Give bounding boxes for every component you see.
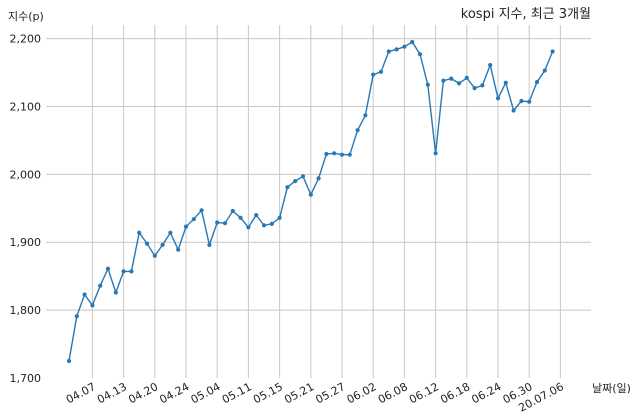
data-point [464, 75, 469, 80]
data-point [113, 290, 118, 295]
data-point [386, 49, 391, 54]
x-tick-label: 06.08 [376, 380, 410, 406]
data-point [371, 72, 376, 77]
kospi-series-points [66, 39, 555, 364]
data-point [410, 39, 415, 45]
y-tick-labels: 1,700 1,800 1,900 2,000 2,100 2,200 [10, 33, 42, 385]
data-point [160, 242, 165, 247]
data-point [495, 96, 501, 101]
data-point [441, 78, 446, 83]
data-point [503, 80, 508, 85]
x-tick-label: 05.27 [313, 380, 347, 406]
data-point [254, 213, 259, 218]
data-point [456, 81, 462, 86]
data-point [402, 44, 407, 49]
data-point [480, 83, 485, 88]
x-axis-label: 날짜(일) [592, 381, 631, 395]
x-tick-label: 05.21 [282, 380, 316, 406]
data-point [90, 303, 95, 308]
data-point [378, 69, 384, 74]
y-tick-label: 1,800 [10, 304, 42, 317]
data-point [472, 86, 477, 91]
data-point [433, 151, 438, 156]
data-point [355, 128, 360, 133]
data-point [105, 266, 111, 271]
data-point [207, 242, 212, 247]
data-point [176, 247, 181, 252]
data-point [332, 151, 337, 156]
data-point [339, 152, 345, 157]
data-point [347, 152, 352, 157]
x-grid [91, 25, 561, 378]
data-point [324, 151, 329, 157]
x-tick-label: 05.11 [220, 380, 254, 406]
data-point [66, 358, 72, 364]
data-point [425, 82, 430, 87]
data-point [542, 68, 547, 73]
x-tick-label: 06.18 [438, 380, 472, 406]
data-point [82, 292, 87, 297]
x-tick-label: 04.24 [157, 380, 191, 406]
x-tick-label: 04.20 [126, 380, 160, 406]
data-point [511, 108, 516, 113]
data-point [534, 79, 540, 85]
data-point [285, 185, 290, 190]
data-point [293, 179, 298, 184]
data-point [363, 113, 368, 118]
data-point [222, 221, 228, 226]
chart-title: kospi 지수, 최근 3개월 [461, 7, 591, 22]
data-point [144, 241, 150, 246]
data-point [488, 63, 493, 68]
data-point [308, 192, 313, 197]
data-point [300, 174, 306, 179]
data-point [238, 215, 243, 220]
y-tick-label: 2,200 [10, 33, 42, 46]
x-tick-labels: 04.0704.1304.2004.2405.0405.1105.1505.21… [64, 380, 566, 414]
x-tick-label: 05.04 [189, 380, 223, 406]
x-tick-label: 06.02 [345, 380, 379, 406]
data-point [191, 217, 196, 222]
data-point [261, 223, 267, 228]
data-point [129, 269, 134, 274]
data-point [168, 230, 173, 235]
data-point [550, 49, 555, 54]
data-point [137, 230, 142, 235]
y-tick-label: 2,100 [10, 100, 42, 113]
x-tick-label: 05.15 [251, 380, 285, 406]
data-point [316, 176, 321, 181]
x-tick-label: 04.13 [95, 380, 129, 406]
data-point [449, 76, 454, 81]
data-point [269, 221, 274, 226]
y-axis-label: 지수(p) [8, 10, 44, 23]
y-tick-label: 1,700 [10, 372, 42, 385]
data-point [121, 269, 126, 274]
y-tick-label: 2,000 [10, 168, 42, 181]
data-point [98, 283, 103, 288]
x-tick-label: 06.12 [407, 380, 441, 406]
x-tick-label: 04.07 [64, 380, 98, 406]
data-point [199, 208, 204, 213]
y-grid [46, 38, 591, 311]
data-point [246, 225, 251, 230]
data-point [215, 220, 220, 225]
data-point [152, 253, 157, 258]
data-point [230, 208, 235, 214]
x-tick-label: 06.24 [469, 380, 503, 406]
data-point [527, 99, 532, 104]
data-point [394, 47, 399, 52]
data-point [74, 314, 79, 319]
data-point [417, 52, 423, 57]
data-point [277, 215, 282, 220]
y-tick-label: 1,900 [10, 236, 42, 249]
data-point [183, 224, 189, 229]
data-point [519, 98, 524, 104]
